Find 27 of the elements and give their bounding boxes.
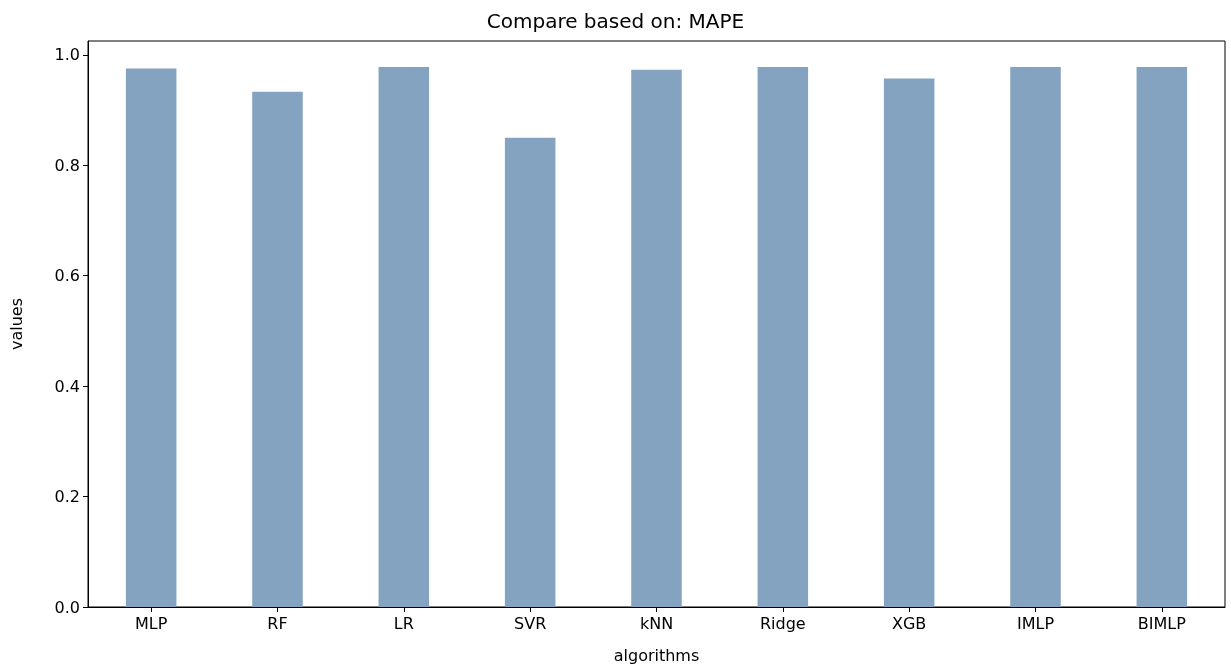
y-tick-label: 1.0 bbox=[54, 45, 80, 65]
y-tick-label: 0.0 bbox=[54, 597, 80, 617]
x-tick-label: RF bbox=[267, 613, 288, 633]
x-tick-label: IMLP bbox=[1016, 613, 1055, 633]
y-tick-label: 0.8 bbox=[54, 155, 80, 175]
y-tick-label: 0.4 bbox=[54, 376, 80, 396]
bar bbox=[125, 68, 177, 607]
y-axis-title: values bbox=[6, 297, 26, 351]
x-axis-title: algorithms bbox=[613, 645, 700, 665]
bar bbox=[378, 66, 430, 607]
x-tick-label: LR bbox=[393, 613, 414, 633]
y-tick-label: 0.6 bbox=[54, 266, 80, 286]
x-tick-label: BIMLP bbox=[1137, 613, 1187, 633]
bar bbox=[631, 69, 682, 607]
x-tick-label: Ridge bbox=[759, 613, 806, 633]
bar bbox=[757, 66, 809, 607]
chart-title: Compare based on: MAPE bbox=[486, 9, 745, 33]
bar bbox=[252, 91, 303, 607]
x-tick-label: kNN bbox=[639, 613, 674, 633]
bar bbox=[883, 78, 935, 607]
x-tick-label: XGB bbox=[891, 613, 927, 633]
bar bbox=[504, 137, 556, 607]
bar bbox=[1136, 66, 1188, 607]
x-tick-label: MLP bbox=[134, 613, 168, 633]
y-tick-label: 0.2 bbox=[54, 487, 80, 507]
x-tick-label: SVR bbox=[514, 613, 547, 633]
bar bbox=[1010, 66, 1061, 607]
